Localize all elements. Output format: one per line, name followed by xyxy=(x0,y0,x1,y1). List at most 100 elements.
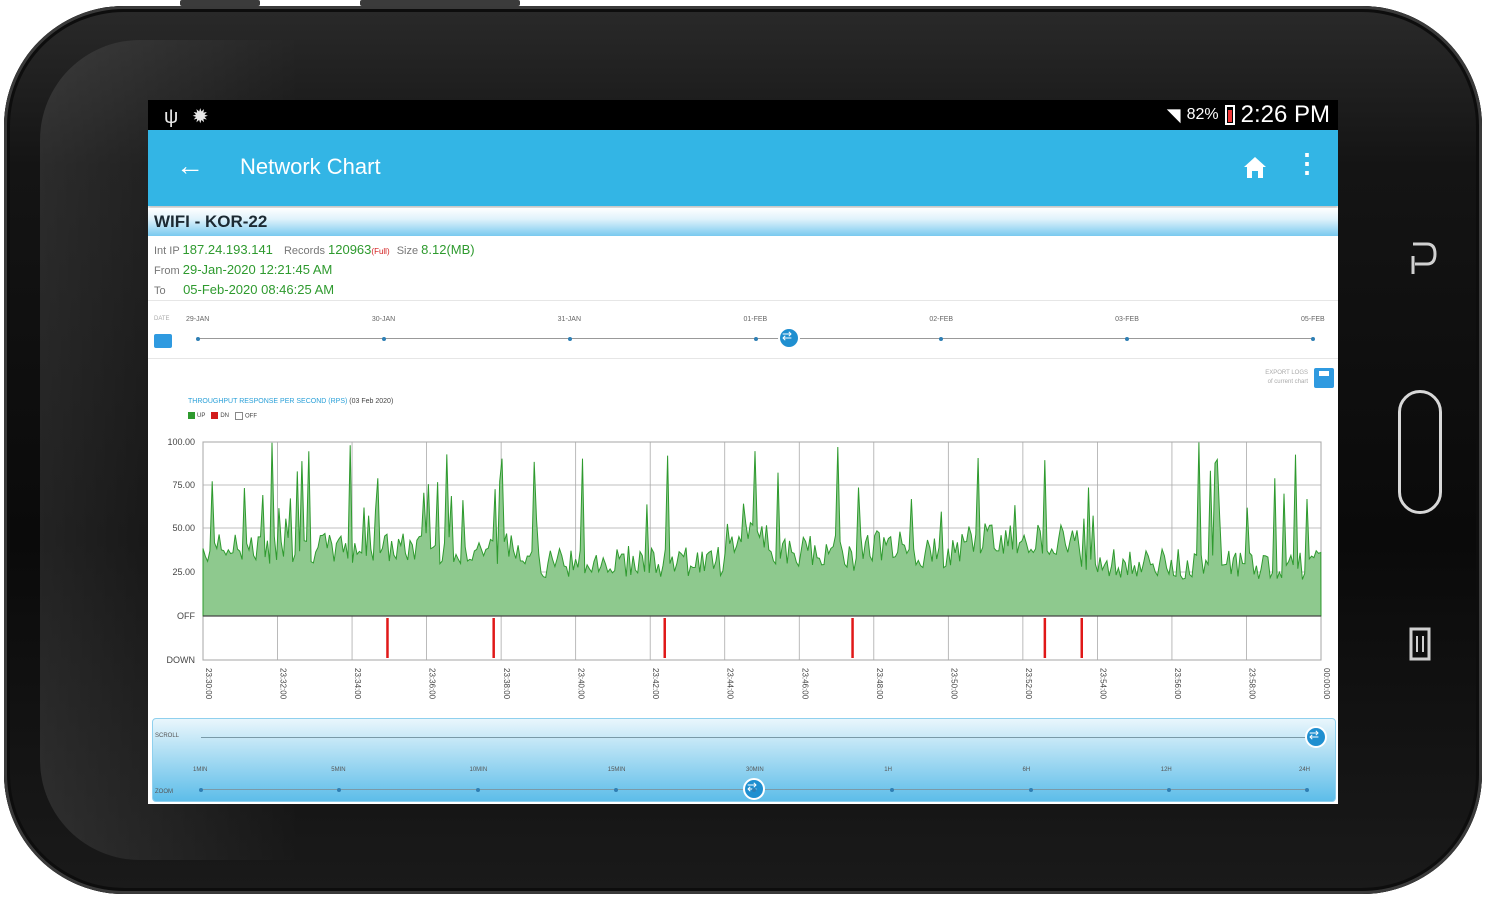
date-tick-label: 30-JAN xyxy=(371,316,396,323)
screen: ψ ✹ ◥ 82% 2:26 PM ← Network Chart ⋮ WIFI… xyxy=(148,100,1338,804)
legend-up: UP xyxy=(188,412,205,420)
zoom-label: ZOOM xyxy=(155,789,173,795)
home-icon[interactable] xyxy=(1240,152,1270,182)
page-title: Network Chart xyxy=(240,154,381,179)
date-tick-dot xyxy=(196,336,200,341)
status-right: ◥ 82% 2:26 PM xyxy=(1167,101,1330,129)
divider xyxy=(148,300,1338,301)
tablet-power-button xyxy=(360,0,520,6)
chart-legend: UP DN OFF xyxy=(188,412,257,420)
clock: 2:26 PM xyxy=(1240,101,1330,128)
x-tick-label: 23:42:00 xyxy=(651,668,660,700)
x-tick-label: 23:56:00 xyxy=(1173,668,1182,700)
date-tick-label: 05-FEB xyxy=(1301,316,1325,323)
network-header: WIFI - KOR-22 xyxy=(148,208,1338,236)
date-tick-dot xyxy=(381,336,386,341)
export-label-1: EXPORT LOGS xyxy=(1265,370,1308,376)
from-value: 29-Jan-2020 12:21:45 AM xyxy=(182,262,333,277)
ip-label: Int IP xyxy=(154,245,180,257)
date-tick-label: 01-FEB xyxy=(743,316,768,323)
calendar-icon[interactable] xyxy=(154,334,172,348)
x-tick-label: 23:44:00 xyxy=(726,668,735,700)
date-slider[interactable]: DATE 29-JAN 30-JAN 31-JAN 01-FEB 02-FEB 03-FE… xyxy=(148,304,1338,356)
x-tick-label: 00:00:00 xyxy=(1322,668,1331,700)
zoom-tick-dot xyxy=(475,787,480,792)
zoom-tick-dot xyxy=(1166,787,1171,792)
x-tick-label: 23:54:00 xyxy=(1098,668,1107,700)
zoom-tick-dot xyxy=(1305,787,1309,792)
zoom-tick-dot xyxy=(199,787,203,792)
records-value: 120963 xyxy=(328,242,372,257)
zoom-tick-label: 1MIN xyxy=(193,767,208,773)
date-tick-dot xyxy=(1311,336,1315,341)
legend-off: OFF xyxy=(235,412,257,420)
zoom-tick-dot xyxy=(890,787,895,792)
y-tick-label: 75.00 xyxy=(172,480,195,490)
zoom-knob[interactable] xyxy=(743,778,765,800)
date-tick-dot xyxy=(567,336,572,341)
ip-value: 187.24.193.141 xyxy=(182,242,273,257)
battery-percent: 82% xyxy=(1186,106,1219,123)
date-knob[interactable] xyxy=(777,327,800,349)
hardware-back-icon[interactable] xyxy=(1405,238,1439,278)
x-tick-label: 23:48:00 xyxy=(875,668,884,700)
throughput-chart[interactable]: 100.00 75.00 50.00 25.00 OFF DOWN 23:30:00 23:3… xyxy=(148,430,1338,720)
date-tick-label: 29-JAN xyxy=(186,316,210,323)
legend-dn: DN xyxy=(211,412,229,420)
info-row-ip: Int IP 187.24.193.141 Records 120963(Ful… xyxy=(154,242,475,257)
gear-icon: ✹ xyxy=(191,106,209,128)
chart-title-text: THROUGHPUT RESPONSE PER SECOND (RPS) xyxy=(188,398,348,405)
to-label: To xyxy=(154,285,166,297)
zoom-tick-label: 10MIN xyxy=(469,767,488,773)
network-name: WIFI - KOR-22 xyxy=(154,212,268,231)
size-value: 8.12(MB) xyxy=(421,242,475,257)
zoom-tick-label: 15MIN xyxy=(607,767,626,773)
back-arrow-icon[interactable]: ← xyxy=(176,150,204,181)
x-tick-label: 23:30:00 xyxy=(204,668,213,700)
date-label: DATE xyxy=(154,316,170,322)
size-label: Size xyxy=(396,245,419,257)
scroll-zoom-panel: SCROLL ZOOM 1MIN 5MIN 10MIN 15MIN 30MIN 1H 6H 1… xyxy=(152,718,1336,802)
x-tick-label: 23:52:00 xyxy=(1024,668,1033,700)
hardware-home-button[interactable] xyxy=(1398,390,1442,514)
battery-icon xyxy=(1224,105,1235,125)
zoom-tick-label: 30MIN xyxy=(746,767,764,773)
chart-title: THROUGHPUT RESPONSE PER SECOND (RPS) (03… xyxy=(188,398,393,405)
records-label: Records xyxy=(283,245,325,257)
up-area-series xyxy=(202,442,1322,617)
date-tick-label: 31-JAN xyxy=(557,316,581,323)
zoom-tick-label: 24H xyxy=(1299,767,1311,773)
x-tick-label: 23:34:00 xyxy=(353,668,362,700)
scroll-knob[interactable] xyxy=(1305,726,1327,748)
date-tick-label: 02-FEB xyxy=(929,316,954,323)
zoom-tick-label: 12H xyxy=(1160,767,1172,773)
zoom-tick-dot xyxy=(1028,787,1033,792)
y-tick-label: 25.00 xyxy=(172,567,195,577)
x-tick-label: 23:32:00 xyxy=(279,668,288,700)
more-options-icon[interactable]: ⋮ xyxy=(1294,148,1320,178)
status-left-icons: ψ ✹ xyxy=(164,104,209,129)
x-tick-label: 23:40:00 xyxy=(577,668,586,700)
records-tag: (Full) xyxy=(371,247,390,256)
date-tick-dot xyxy=(939,336,944,341)
wifi-icon: ◥ xyxy=(1166,104,1181,125)
hardware-menu-icon[interactable] xyxy=(1408,626,1432,662)
zoom-tick-dot xyxy=(752,787,756,792)
date-tick-dot xyxy=(753,336,758,341)
scroll-track[interactable] xyxy=(201,737,1307,738)
y-tick-label: 100.00 xyxy=(167,437,195,447)
status-bar: ψ ✹ ◥ 82% 2:26 PM xyxy=(148,100,1338,130)
info-row-from: From 29-Jan-2020 12:21:45 AM xyxy=(154,262,332,277)
save-icon[interactable] xyxy=(1314,368,1334,388)
y-tick-label: OFF xyxy=(177,611,195,621)
tablet-volume-button xyxy=(180,0,260,6)
x-tick-label: 23:50:00 xyxy=(949,668,958,700)
y-tick-label: 50.00 xyxy=(172,523,195,533)
usb-icon: ψ xyxy=(164,106,179,128)
y-tick-label: DOWN xyxy=(167,655,196,665)
x-tick-label: 23:38:00 xyxy=(502,668,511,700)
zoom-tick-label: 6H xyxy=(1022,767,1031,773)
chart-title-date: (03 Feb 2020) xyxy=(349,398,394,405)
to-value: 05-Feb-2020 08:46:25 AM xyxy=(183,282,335,297)
zoom-tick-label: 1H xyxy=(884,767,892,773)
